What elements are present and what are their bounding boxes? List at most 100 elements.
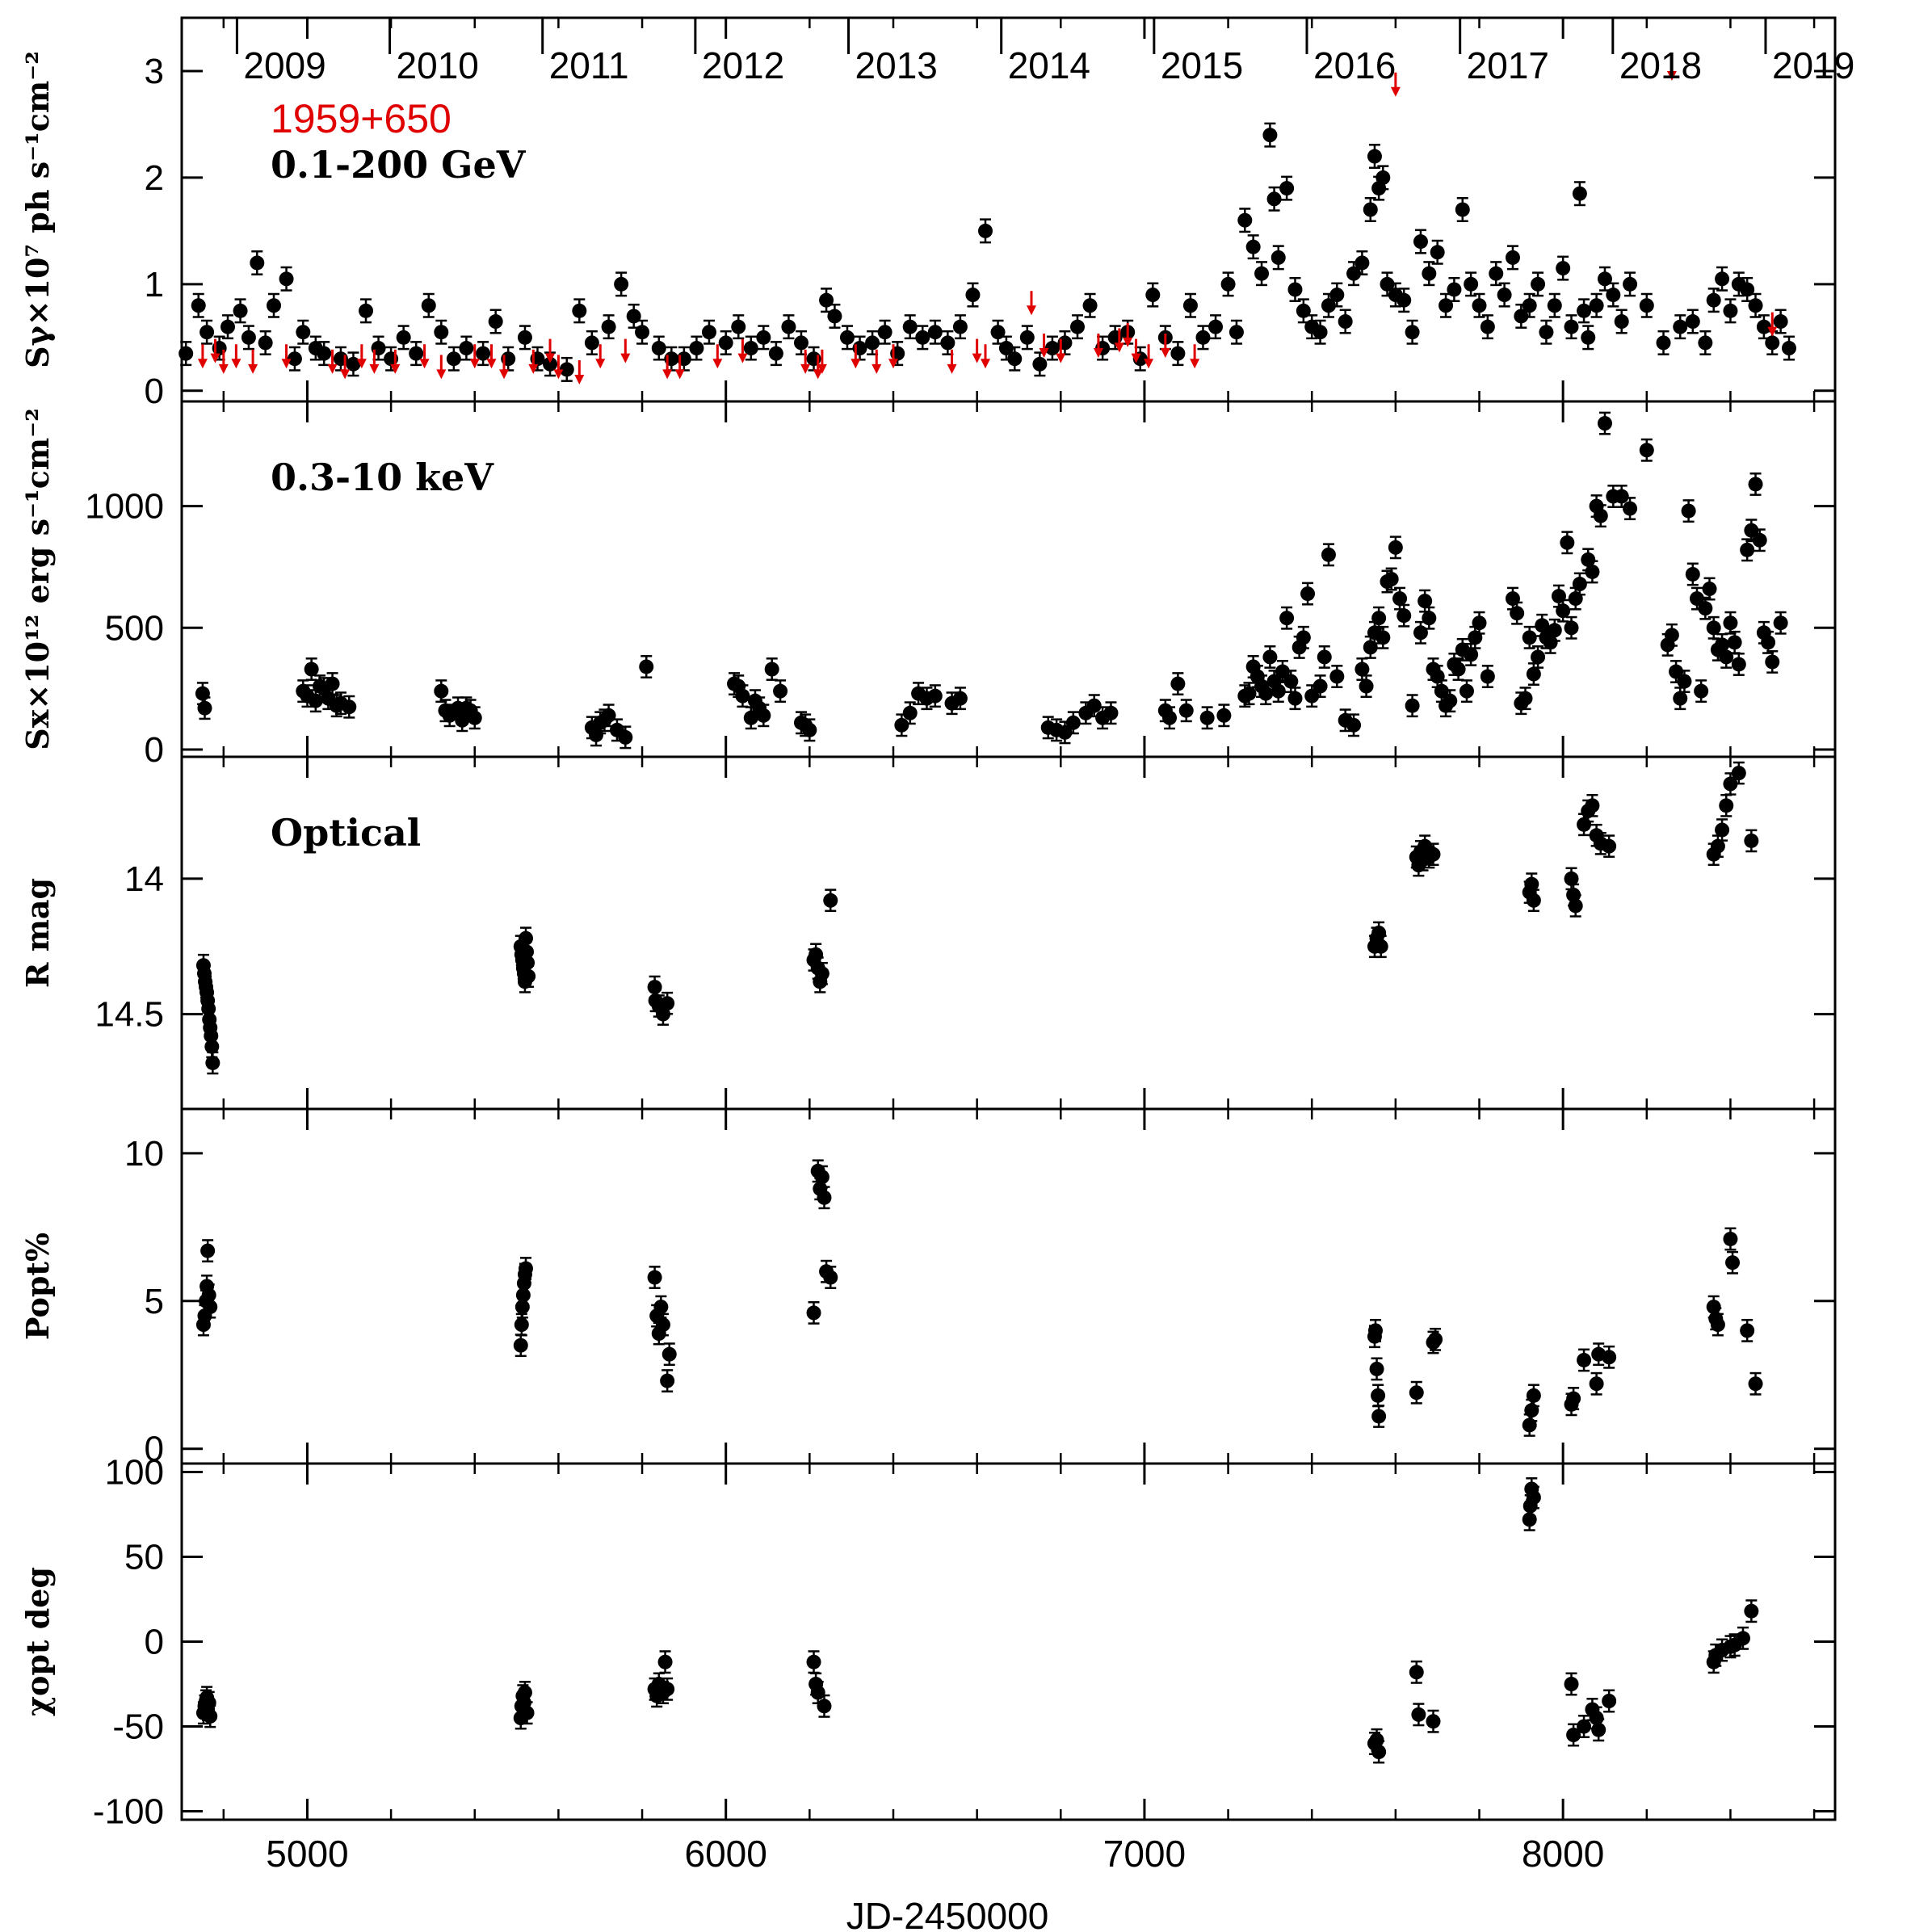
year-label: 2015 [1161,44,1243,86]
upper-limit-arrowhead [340,369,351,380]
data-point [735,688,750,704]
data-point [201,1287,216,1303]
upper-limit-arrowhead [248,363,258,374]
data-point [1455,202,1470,217]
data-point [1422,611,1437,626]
data-point [1007,351,1023,367]
data-point [1761,635,1776,650]
data-point [655,1317,670,1333]
year-label: 2012 [702,44,784,86]
upper-limit-arrowhead [356,359,367,369]
upper-limit-arrowhead [972,353,982,363]
data-point [1602,838,1617,854]
data-point [1518,691,1533,706]
upper-limit-arrowhead [817,363,827,374]
data-point [1514,309,1529,324]
data-point [1363,202,1378,217]
data-point [195,686,210,701]
data-point [718,335,733,351]
data-point [1589,1376,1604,1392]
data-point [446,351,461,367]
data-point [1464,647,1479,662]
upper-limit-arrowhead [545,353,556,363]
data-point [1070,319,1086,334]
upper-limit-arrowhead [528,363,539,374]
series-points [178,122,1796,382]
data-point [1199,710,1215,725]
data-point [1773,314,1788,330]
data-point [1396,608,1412,624]
data-point [1589,298,1604,313]
data-point [823,1270,838,1285]
data-point [1566,1391,1581,1406]
upper-limit-arrowhead [662,369,673,380]
data-point [1162,710,1178,725]
data-point [459,341,474,356]
data-point [1312,678,1328,694]
data-point [1735,1631,1750,1646]
data-point [877,325,892,340]
data-point [1241,686,1257,701]
data-point [977,223,993,238]
data-point [1405,698,1420,713]
data-point [756,330,771,345]
source-name: 1959+650 [271,96,452,141]
data-point [1371,1388,1386,1403]
upper-limit-arrowhead [218,363,229,374]
data-point [952,691,968,706]
upper-limit-arrowhead [1027,305,1037,316]
data-point [1715,822,1730,838]
panels-layer: 0 1 2 3 Sγ×10⁷ ph s⁻¹cm⁻² 0.1-200 GeV1959+650… [19,16,1854,1875]
data-point [514,1317,529,1333]
data-point [1300,586,1316,602]
data-point [1367,149,1382,164]
data-point [1723,303,1738,318]
data-point [768,346,783,361]
data-point [601,708,616,723]
data-point [1396,292,1412,308]
data-point [806,1305,821,1321]
data-point [1228,325,1244,340]
data-point [1428,1332,1443,1347]
data-point [1447,282,1462,297]
data-point [1723,615,1738,631]
data-point [653,1300,669,1315]
data-point [1524,876,1539,892]
upper-limit-arrowhead [1190,359,1200,369]
data-point [1266,191,1282,207]
data-point [204,1039,220,1054]
upper-limit-arrowhead [436,369,447,380]
data-point [998,341,1014,356]
data-point [296,325,311,340]
upper-limit-arrowhead [712,359,723,369]
data-point [1639,443,1654,458]
data-point [1032,356,1048,372]
year-label: 2017 [1467,44,1549,86]
data-point [1560,535,1575,550]
data-point [1270,683,1286,699]
data-point [1182,298,1198,313]
year-label: 2011 [549,44,629,86]
data-point [1464,276,1479,292]
data-point [191,298,206,313]
panel-polarization: 0 5 10 Popt% [19,1107,1837,1469]
data-point [1539,325,1554,340]
data-point [476,346,491,361]
data-point [1773,615,1788,631]
data-point [515,1287,531,1303]
data-point [1426,846,1441,862]
data-point [1765,335,1780,351]
upper-limit-arrowhead [553,369,564,380]
data-point [952,319,968,334]
data-point [1589,1711,1604,1725]
data-point [1564,620,1579,636]
y-tick-label: 0 [145,1430,164,1469]
data-point [241,330,256,345]
data-point [1329,669,1345,684]
data-point [1371,611,1387,626]
year-label: 2016 [1313,44,1396,86]
data-point [1371,926,1387,940]
data-point [1781,341,1796,356]
x-tick-label: 8000 [1522,1833,1604,1875]
data-point [781,319,796,334]
